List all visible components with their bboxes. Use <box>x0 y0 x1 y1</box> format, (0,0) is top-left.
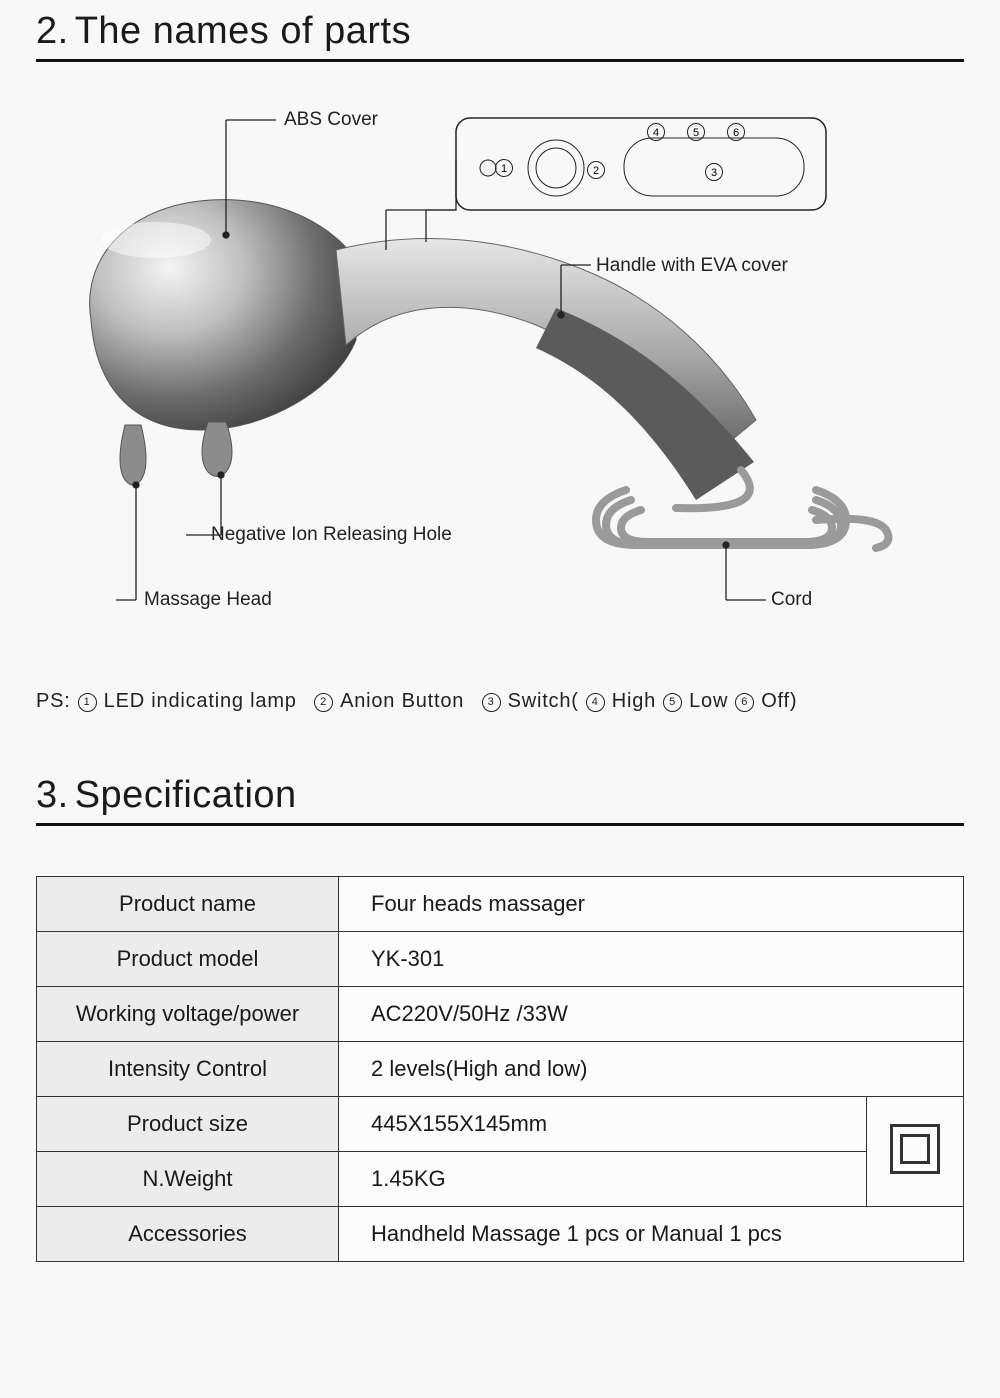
svg-text:6: 6 <box>733 127 739 139</box>
svg-text:2: 2 <box>593 165 599 177</box>
spec-value: Handheld Massage 1 pcs or Manual 1 pcs <box>339 1207 964 1262</box>
svg-text:5: 5 <box>693 127 699 139</box>
ps-switch: Switch( <box>508 690 579 713</box>
ps-legend: PS: 1 LED indicating lamp 2 Anion Button… <box>36 690 964 714</box>
circled-1-icon: 1 <box>78 693 97 712</box>
spec-label: N.Weight <box>37 1152 339 1207</box>
parts-diagram-svg: 1 2 4 5 6 3 <box>36 90 964 650</box>
spec-label: Product model <box>37 932 339 987</box>
table-row: Product size 445X155X145mm <box>37 1097 964 1152</box>
label-cord: Cord <box>771 589 812 611</box>
section-3-number: 3. <box>36 774 69 816</box>
manual-page: 2.The names of parts <box>0 0 1000 1398</box>
table-row: Product model YK-301 <box>37 932 964 987</box>
section-2-heading: 2.The names of parts <box>36 10 964 57</box>
spec-table: Product name Four heads massager Product… <box>36 876 964 1262</box>
class-ii-mark-cell <box>867 1097 964 1207</box>
spec-value: 1.45KG <box>339 1152 867 1207</box>
svg-text:4: 4 <box>653 127 659 139</box>
label-handle: Handle with EVA cover <box>596 255 788 277</box>
spec-label: Accessories <box>37 1207 339 1262</box>
svg-text:3: 3 <box>711 167 717 179</box>
spec-value: AC220V/50Hz /33W <box>339 987 964 1042</box>
circled-5-icon: 5 <box>663 693 682 712</box>
ps-off: Off) <box>761 690 797 713</box>
ps-prefix: PS: <box>36 690 71 713</box>
circled-3-icon: 3 <box>482 693 501 712</box>
table-row: Intensity Control 2 levels(High and low) <box>37 1042 964 1097</box>
label-neg-ion: Negative Ion Releasing Hole <box>211 524 452 546</box>
spec-label: Working voltage/power <box>37 987 339 1042</box>
circled-6-icon: 6 <box>735 693 754 712</box>
spec-label: Product name <box>37 877 339 932</box>
svg-text:1: 1 <box>501 163 507 175</box>
massage-nubs <box>120 422 232 485</box>
table-row: N.Weight 1.45KG <box>37 1152 964 1207</box>
circled-4-icon: 4 <box>586 693 605 712</box>
ps-high: High <box>612 690 656 713</box>
label-massage-head: Massage Head <box>144 589 272 611</box>
spec-value: YK-301 <box>339 932 964 987</box>
spec-value: 2 levels(High and low) <box>339 1042 964 1097</box>
ps-anion: Anion Button <box>340 690 464 713</box>
section-3-heading: 3.Specification <box>36 774 964 821</box>
section-2-rule <box>36 59 964 62</box>
spec-label: Product size <box>37 1097 339 1152</box>
spec-value: Four heads massager <box>339 877 964 932</box>
spec-value: 445X155X145mm <box>339 1097 867 1152</box>
class-ii-icon <box>890 1124 940 1174</box>
circled-2-icon: 2 <box>314 693 333 712</box>
table-row: Product name Four heads massager <box>37 877 964 932</box>
spec-label: Intensity Control <box>37 1042 339 1097</box>
section-2-number: 2. <box>36 10 69 52</box>
ps-low: Low <box>689 690 728 713</box>
table-row: Accessories Handheld Massage 1 pcs or Ma… <box>37 1207 964 1262</box>
control-panel-inset: 1 2 4 5 6 3 <box>456 118 826 210</box>
ps-led: LED indicating lamp <box>104 690 297 713</box>
cord-shape <box>596 470 888 548</box>
section-3-rule <box>36 823 964 826</box>
section-3-title: Specification <box>75 774 297 816</box>
label-abs-cover: ABS Cover <box>284 109 378 131</box>
table-row: Working voltage/power AC220V/50Hz /33W <box>37 987 964 1042</box>
section-2-title: The names of parts <box>75 10 411 52</box>
parts-diagram: 1 2 4 5 6 3 <box>36 90 964 650</box>
